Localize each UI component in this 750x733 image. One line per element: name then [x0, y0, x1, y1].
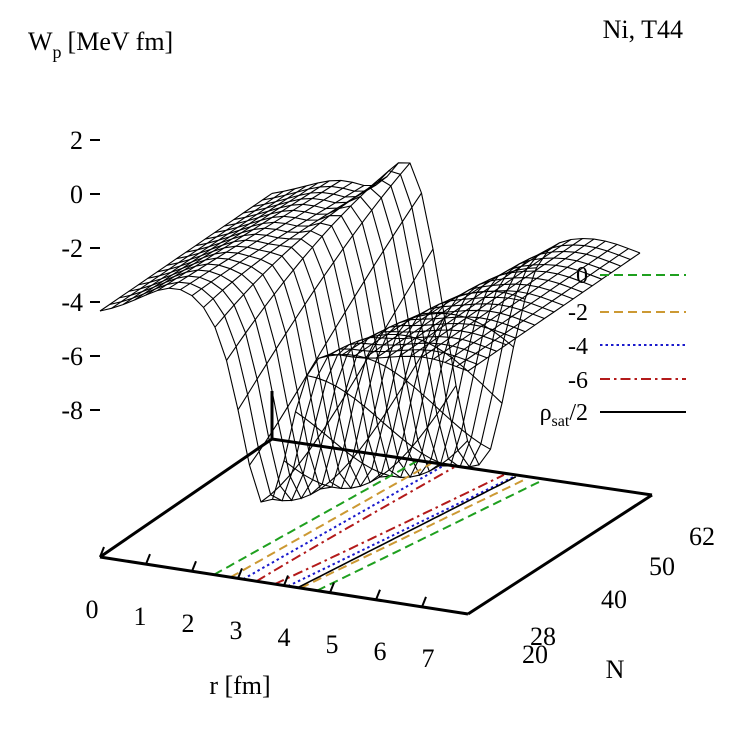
legend-label-minus4: -4 — [568, 334, 588, 360]
contour-line — [213, 460, 417, 576]
x-tick-label: 3 — [230, 616, 243, 645]
surface-mesh-line-r — [375, 250, 549, 359]
y-tick-label: 40 — [601, 585, 627, 614]
legend-label-rho-sat-half: ρsat/2 — [540, 400, 588, 430]
surface-mesh-line-r — [352, 290, 526, 358]
x-tick-mark — [421, 596, 427, 608]
x-tick-label: 1 — [134, 602, 147, 631]
x-tick-label: 0 — [86, 595, 99, 624]
x-tick-label: 6 — [374, 637, 387, 666]
x-tick-mark — [99, 546, 105, 558]
z-tick-label: -8 — [61, 396, 83, 425]
surface-mesh-line-r — [421, 238, 595, 358]
x-tick-mark — [237, 568, 243, 579]
y-tick-label: 20 — [522, 640, 548, 669]
surface-mesh-line-r — [249, 192, 422, 466]
z-tick-label: -4 — [61, 288, 83, 317]
surface-mesh-line-r — [410, 238, 583, 357]
surface-mesh-line-r — [295, 411, 468, 478]
surface-mesh-line-r — [99, 192, 273, 312]
y-tick-label: 62 — [689, 522, 715, 551]
legend-label-minus2: -2 — [568, 300, 588, 326]
legend-label-minus6: -6 — [568, 368, 588, 394]
surface-mesh-line-r — [387, 242, 560, 358]
back-base-edge — [271, 437, 653, 497]
surface-mesh-line-r — [203, 184, 376, 308]
x-tick-label: 4 — [278, 623, 291, 652]
z-tick-label: 0 — [70, 180, 83, 209]
surface-mesh-line-r — [168, 179, 342, 289]
surface-mesh-line-r — [260, 248, 434, 503]
x-tick-label: 7 — [422, 644, 435, 673]
z-axis-label: Wp [MeV fm] — [28, 27, 173, 62]
x-tick-mark — [145, 553, 151, 565]
surface-mesh-line-r — [467, 252, 641, 372]
surface-mesh-line-r — [145, 182, 319, 296]
surface-mesh-line-r — [433, 240, 606, 360]
y-axis-label: N — [606, 655, 625, 684]
surface-mesh-line-r — [180, 181, 353, 291]
surface-mesh-line-r — [214, 176, 388, 328]
chart-title: Ni, T44 — [603, 15, 683, 44]
front-right-edge — [467, 493, 653, 616]
x-tick-label: 5 — [326, 630, 339, 659]
contour-line — [230, 462, 432, 579]
legend-label-0: 0 — [576, 263, 588, 289]
surface-mesh-line-r — [398, 239, 572, 357]
left-base-edge — [99, 437, 273, 559]
surface-mesh-line-r — [283, 385, 457, 490]
surface-mesh-line-n — [214, 215, 583, 479]
legend: 0 -2 -4 -6 ρsat/2 — [540, 263, 686, 430]
contour-line — [287, 475, 515, 588]
surface-mesh-line-r — [191, 185, 365, 297]
surface-mesh-line-r — [318, 354, 491, 450]
x-tick-mark — [191, 560, 197, 572]
z-tick-label: -6 — [61, 342, 83, 371]
z-tick-label: -2 — [61, 234, 83, 263]
surface-mesh-line-r — [134, 185, 307, 301]
x-axis-label: r [fm] — [209, 671, 270, 700]
y-tick-label: 50 — [649, 552, 675, 581]
surface-mesh-line-r — [111, 190, 284, 309]
surface-mesh-line-r — [237, 162, 411, 411]
surface-mesh-line-r — [122, 188, 296, 306]
contour-line — [274, 474, 505, 586]
contour-lines — [213, 460, 543, 592]
contour-line-rho-sat-half — [297, 476, 517, 589]
contour-line — [255, 466, 455, 583]
surface-mesh — [99, 162, 641, 503]
y-tick-label: 28 — [530, 622, 556, 651]
contour-line — [300, 477, 528, 589]
surface-mesh-line-r — [226, 162, 399, 361]
surface-mesh-line-r — [456, 248, 629, 368]
z-tick-label: 2 — [70, 126, 83, 155]
x-tick-mark — [329, 582, 335, 593]
x-tick-mark — [375, 589, 381, 601]
surface-mesh-line-r — [341, 312, 514, 356]
surface-mesh-line-r — [157, 180, 330, 291]
surface-mesh-line-r — [444, 243, 618, 363]
x-tick-mark — [283, 575, 289, 586]
x-tick-label: 2 — [182, 609, 195, 638]
surface-mesh-line-r — [364, 267, 537, 359]
